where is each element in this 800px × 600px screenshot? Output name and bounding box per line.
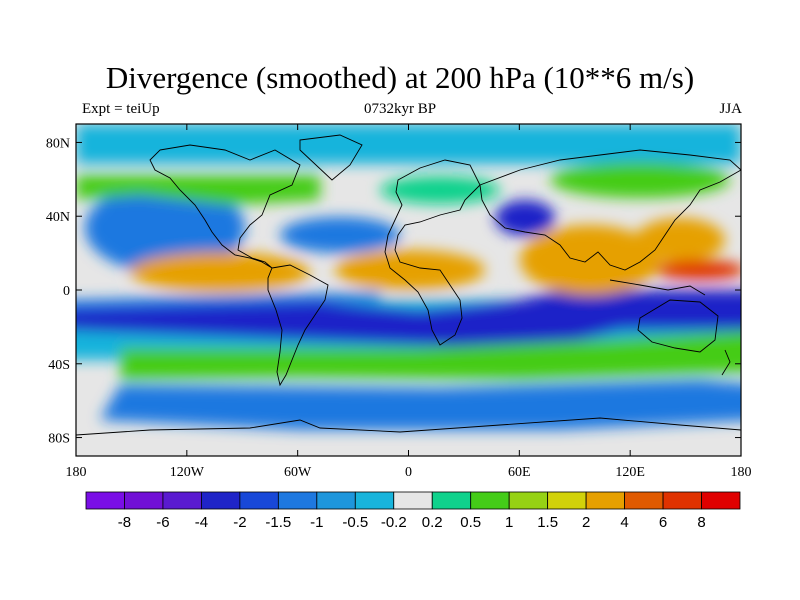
divergence-field [76,124,741,456]
field-band-subpolar-blue [100,380,741,430]
colorbar-box [470,491,510,510]
experiment-label: Expt = teiUp [82,101,160,117]
season-label: JJA [719,101,742,117]
colorbar-label: 2 [582,514,590,531]
colorbar-box [547,491,587,510]
field-blob-wpac-red [655,260,741,280]
period-label: 0732kyr BP [363,101,437,117]
longitude-axis: 180 120W 60W 0 60E 120E 180 [66,124,752,480]
colorbar-box [393,491,433,510]
colorbar-label: 4 [620,514,628,531]
lon-tick-label: 0 [405,465,412,480]
coast-greenland [299,134,363,181]
colorbar-box [277,491,318,510]
colorbar-box [431,491,472,510]
colorbar-box [624,491,664,510]
colorbar-label: -8 [118,514,131,531]
lat-tick-label: 80S [48,432,70,447]
lon-tick-label: 60E [508,465,531,480]
field-blob-africa-orange [335,250,485,290]
lon-tick-label: 180 [66,465,87,480]
lon-tick-label: 120W [170,465,205,480]
field-band-arctic [76,124,741,164]
colorbar-box [162,491,202,510]
plot-title: Divergence (smoothed) at 200 hPa (10**6 … [105,60,695,95]
field-blob-monsoon-orange [520,225,660,295]
field-blob-wpac-orange [635,218,725,262]
lat-tick-label: 0 [63,284,70,299]
colorbar-box [662,491,702,510]
colorbar-label: -2 [233,514,246,531]
colorbar-box [701,491,741,510]
colorbar-box [85,491,125,510]
lat-tick-label: 80N [46,136,70,151]
colorbar-label: 8 [697,514,705,531]
colorbar-label: 1 [505,514,513,531]
lon-tick-label: 120E [615,465,645,480]
field-blob-siberia-green [550,162,730,198]
field-band-neg-strong [76,290,741,350]
lon-tick-label: 180 [731,465,752,480]
colorbar-label: -4 [195,514,208,531]
colorbar-box [354,491,395,510]
colorbar-label: 6 [659,514,667,531]
colorbar-box [239,491,279,510]
colorbar-box [508,491,549,510]
field-band-neg-mid [76,292,380,310]
field-blob-atl-mid [280,217,400,253]
lon-tick-label: 60W [284,465,312,480]
field-blob-eurasia-blue [495,200,555,236]
coast-north-america [149,144,301,269]
lat-tick-label: 40S [48,358,70,373]
colorbar-box [124,491,164,510]
coast-europe-africa [384,159,481,346]
colorbar-label: -1.5 [265,514,291,531]
coast-south-america [267,264,329,387]
coast-new-zealand [721,349,731,376]
colorbar: -8 -6 -4 -2 -1.5 -1 -0.5 -0.2 0.2 0.5 1 1.5 2 4 6 8 [85,491,741,531]
field-blob-europe-green [380,176,500,204]
field-blob-npac-mid [85,183,245,273]
colorbar-label: -0.2 [381,514,407,531]
colorbar-label: 0.5 [460,514,481,531]
coast-maritime-continent [609,279,706,296]
colorbar-box [201,491,241,510]
lat-tick-label: 40N [46,210,70,225]
coast-australia [637,299,719,353]
field-band-npac-green [76,175,320,205]
field-band-south-green [120,331,741,380]
colorbar-box [585,491,625,510]
colorbar-box [316,491,356,510]
colorbar-label: 1.5 [537,514,558,531]
coast-asia [479,149,741,271]
coast-antarctica [76,417,741,436]
colorbar-label: 0.2 [422,514,443,531]
latitude-axis: 80N 40N 0 40S 80S [46,136,741,447]
field-blob-epac-orange [130,252,310,292]
coastlines [76,134,741,436]
colorbar-label: -0.5 [342,514,368,531]
colorbar-label: -6 [156,514,169,531]
colorbar-label: -1 [310,514,323,531]
